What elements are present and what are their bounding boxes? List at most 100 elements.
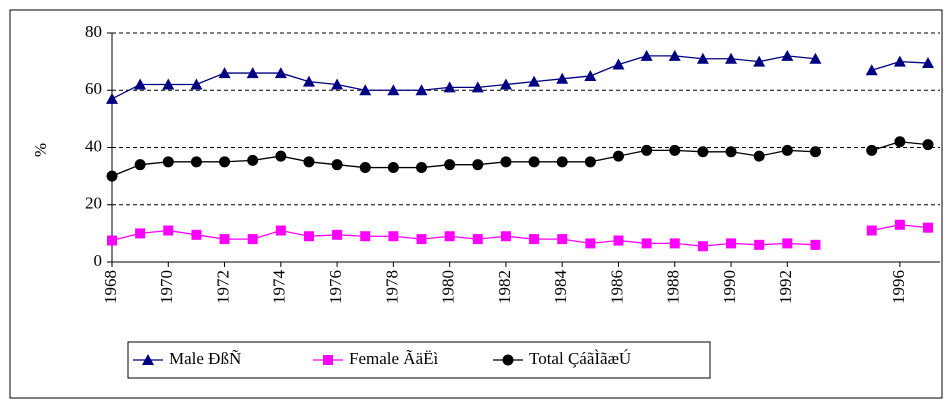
x-tick-label: 1978 <box>382 270 401 304</box>
y-axis-label: % <box>31 143 50 157</box>
marker <box>923 222 933 233</box>
chart-frame <box>9 9 943 399</box>
marker <box>107 235 117 246</box>
marker <box>641 238 652 249</box>
marker <box>584 69 597 81</box>
marker <box>191 229 202 240</box>
x-tick-label: 1970 <box>157 270 176 304</box>
x-tick-label: 1996 <box>889 270 908 304</box>
marker <box>142 354 154 365</box>
marker <box>443 81 456 93</box>
marker <box>922 139 934 151</box>
x-tick-label: 1982 <box>495 270 514 304</box>
marker <box>359 162 371 174</box>
y-tick-label: 60 <box>85 79 102 98</box>
marker <box>500 231 511 242</box>
marker <box>415 84 428 96</box>
marker <box>612 58 625 70</box>
marker <box>106 170 118 182</box>
marker <box>218 67 231 79</box>
marker <box>556 156 568 168</box>
marker <box>782 238 793 249</box>
marker <box>725 146 737 158</box>
marker <box>754 239 765 250</box>
legend-box <box>127 341 711 379</box>
marker <box>668 49 681 61</box>
marker <box>499 78 512 90</box>
marker <box>219 234 230 245</box>
marker <box>162 156 174 168</box>
x-tick-label: 1986 <box>607 270 626 304</box>
x-tick-label: 1980 <box>439 270 458 304</box>
x-tick-label: 1976 <box>326 270 345 304</box>
marker <box>557 234 568 245</box>
marker <box>387 162 399 174</box>
marker <box>134 78 147 90</box>
x-tick-label: 1984 <box>551 270 570 305</box>
legend-label: Male ÐßÑ <box>169 349 241 368</box>
marker <box>303 231 314 242</box>
marker <box>303 156 315 168</box>
marker <box>725 52 738 64</box>
marker <box>894 219 905 230</box>
marker <box>584 156 596 168</box>
y-tick-label: 0 <box>94 251 103 270</box>
x-tick-label: 1992 <box>776 270 795 304</box>
legend-label: Total ÇáãÌãæÚ <box>529 349 631 368</box>
marker <box>323 355 333 365</box>
marker <box>190 156 202 168</box>
marker <box>275 150 287 162</box>
marker <box>696 52 709 64</box>
marker <box>274 67 287 79</box>
marker <box>246 67 259 79</box>
marker <box>893 55 906 67</box>
marker <box>612 150 624 162</box>
marker <box>331 159 343 171</box>
marker <box>502 354 514 366</box>
marker <box>331 78 344 90</box>
marker <box>640 49 653 61</box>
x-tick-label: 1968 <box>101 270 120 304</box>
x-tick-label: 1990 <box>720 270 739 304</box>
marker <box>444 159 456 171</box>
legend-label: Female ÃäËì <box>349 349 438 368</box>
marker <box>163 225 174 236</box>
marker <box>697 241 708 252</box>
marker <box>247 154 259 166</box>
marker <box>528 75 541 87</box>
marker <box>697 146 709 158</box>
marker <box>360 231 371 242</box>
marker <box>190 78 203 90</box>
marker <box>529 234 540 245</box>
marker <box>359 84 372 96</box>
marker <box>585 238 596 249</box>
marker <box>472 234 483 245</box>
marker <box>135 228 146 239</box>
marker <box>556 72 569 84</box>
marker <box>134 159 146 171</box>
marker <box>753 150 765 162</box>
y-tick-label: 20 <box>85 194 102 213</box>
marker <box>894 136 906 148</box>
marker <box>444 231 455 242</box>
marker <box>528 156 540 168</box>
marker <box>332 229 343 240</box>
x-tick-label: 1974 <box>270 270 289 305</box>
marker <box>669 238 680 249</box>
marker <box>613 235 624 246</box>
marker <box>781 49 794 61</box>
marker <box>726 238 737 249</box>
marker <box>302 75 315 87</box>
marker <box>753 55 766 67</box>
marker <box>641 144 653 156</box>
marker <box>471 81 484 93</box>
marker <box>247 234 258 245</box>
marker <box>388 231 399 242</box>
marker <box>781 144 793 156</box>
marker <box>162 78 175 90</box>
marker <box>416 162 428 174</box>
marker <box>275 225 286 236</box>
marker <box>106 92 118 104</box>
marker <box>866 225 877 236</box>
